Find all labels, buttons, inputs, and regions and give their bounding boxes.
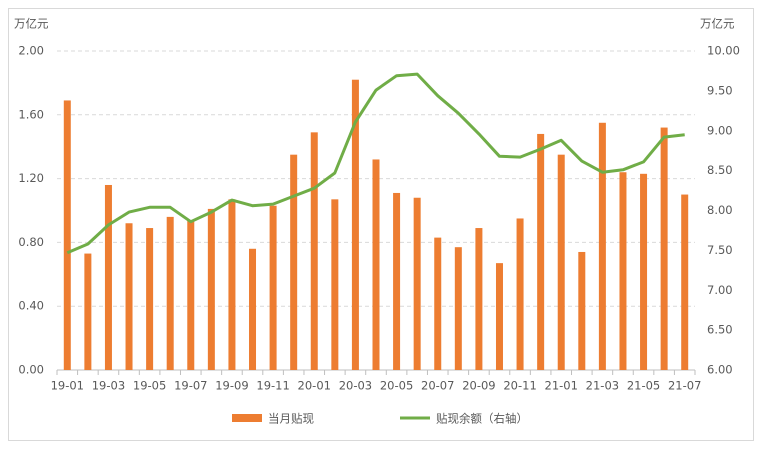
x-tick-label: 19-07: [174, 379, 207, 393]
bar: [351, 79, 359, 371]
x-tick-label: 20-07: [421, 379, 454, 393]
y-tick-label: 0.80: [18, 235, 44, 249]
bar: [207, 208, 215, 370]
bar: [495, 263, 503, 370]
bar: [434, 237, 442, 370]
x-tick-label: 19-01: [51, 379, 84, 393]
x-tick-label: 20-03: [339, 379, 372, 393]
bar: [537, 133, 545, 370]
y2-tick-label: 8.50: [707, 163, 733, 177]
y2-tick-label: 6.00: [707, 363, 733, 377]
bar: [578, 251, 586, 370]
chart-border: [8, 8, 754, 441]
bar: [269, 205, 277, 370]
y2-tick-label: 10.00: [707, 44, 740, 58]
bar: [372, 159, 380, 370]
y-tick-label: 1.20: [18, 171, 44, 185]
bar: [63, 100, 71, 370]
x-tick-label: 20-09: [462, 379, 495, 393]
y-tick-label: 1.60: [18, 107, 44, 121]
bar: [104, 184, 112, 370]
bar: [454, 247, 462, 370]
x-tick-label: 21-03: [586, 379, 619, 393]
bar: [187, 220, 195, 370]
x-tick-label: 20-11: [503, 379, 536, 393]
y2-axis-label: 万亿元: [700, 17, 735, 31]
bar: [681, 194, 689, 370]
x-tick-label: 19-09: [215, 379, 248, 393]
legend-swatch: [232, 414, 262, 422]
y-tick-label: 2.00: [18, 44, 44, 58]
bar: [557, 154, 565, 370]
y-axis-label: 万亿元: [14, 17, 49, 31]
bar: [249, 248, 257, 370]
y2-tick-label: 8.00: [707, 203, 733, 217]
bar: [516, 218, 524, 370]
bar: [228, 199, 236, 370]
x-tick-label: 21-01: [545, 379, 578, 393]
bar: [146, 228, 154, 370]
bar: [640, 173, 648, 370]
y2-tick-label: 6.50: [707, 323, 733, 337]
bar: [310, 132, 318, 370]
bar: [331, 199, 339, 370]
y-tick-label: 0.00: [18, 363, 44, 377]
x-tick-label: 19-03: [92, 379, 125, 393]
x-tick-label: 20-01: [298, 379, 331, 393]
y2-tick-label: 9.50: [707, 83, 733, 97]
legend-label: 当月贴现: [268, 412, 314, 426]
legend-label: 贴现余额（右轴）: [436, 412, 528, 426]
bar: [660, 127, 668, 370]
line: [66, 72, 685, 255]
bar: [598, 122, 606, 371]
bar: [290, 154, 298, 370]
bar: [413, 197, 421, 370]
y2-tick-label: 9.00: [707, 123, 733, 137]
x-tick-label: 20-05: [380, 379, 413, 393]
y-tick-label: 0.40: [18, 299, 44, 313]
x-tick-label: 21-05: [627, 379, 660, 393]
bar: [393, 192, 401, 370]
bar: [84, 253, 92, 370]
x-tick-label: 19-11: [256, 379, 289, 393]
x-tick-label: 21-07: [668, 379, 701, 393]
y2-tick-label: 7.50: [707, 243, 733, 257]
y2-tick-label: 7.00: [707, 283, 733, 297]
bar: [125, 223, 133, 370]
bar: [166, 216, 174, 370]
x-tick-label: 19-05: [133, 379, 166, 393]
bar: [619, 172, 627, 370]
bar: [475, 228, 483, 370]
